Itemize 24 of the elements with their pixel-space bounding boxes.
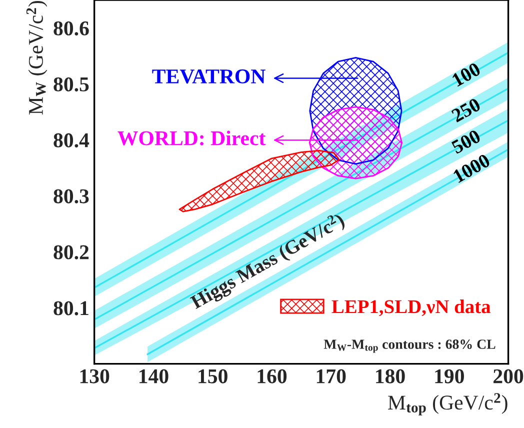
text: 500 bbox=[450, 129, 482, 154]
y-axis-title: M$_{W}$ (GeV/c$^{2}$) bbox=[26, 0, 48, 115]
x-tick-label: 150 bbox=[198, 369, 228, 384]
x-tick-label: 200 bbox=[494, 369, 524, 384]
y-tick-label: 80.5 bbox=[54, 77, 89, 92]
annotation: TEVATRON bbox=[152, 69, 266, 84]
annotation: M$_{W}$-M$_{top}$ contours : 68% CL bbox=[324, 340, 496, 353]
x-tick-label: 130 bbox=[80, 369, 110, 384]
y-tick-label: 80.2 bbox=[54, 245, 89, 260]
x-tick-label: 190 bbox=[435, 369, 464, 384]
x-tick-label: 170 bbox=[316, 369, 346, 384]
legend-label: LEP1,SLD,νN data bbox=[332, 300, 490, 316]
y-tick-label: 80.3 bbox=[54, 189, 89, 204]
x-tick-label: 180 bbox=[376, 369, 405, 384]
text: 100 bbox=[451, 62, 482, 87]
y-tick-label: 80.4 bbox=[54, 133, 90, 148]
x-axis-title: M$_{top}$ (GeV/c$^{2}$) bbox=[388, 393, 508, 416]
y-tick-label: 80.1 bbox=[54, 301, 88, 316]
annotation: WORLD: Direct bbox=[118, 130, 266, 146]
x-tick-label: 160 bbox=[258, 369, 287, 384]
text: 250 bbox=[450, 98, 482, 123]
text: 1000 bbox=[452, 154, 491, 183]
x-tick-label: 140 bbox=[140, 369, 168, 384]
y-tick-label: 80.6 bbox=[54, 21, 89, 36]
